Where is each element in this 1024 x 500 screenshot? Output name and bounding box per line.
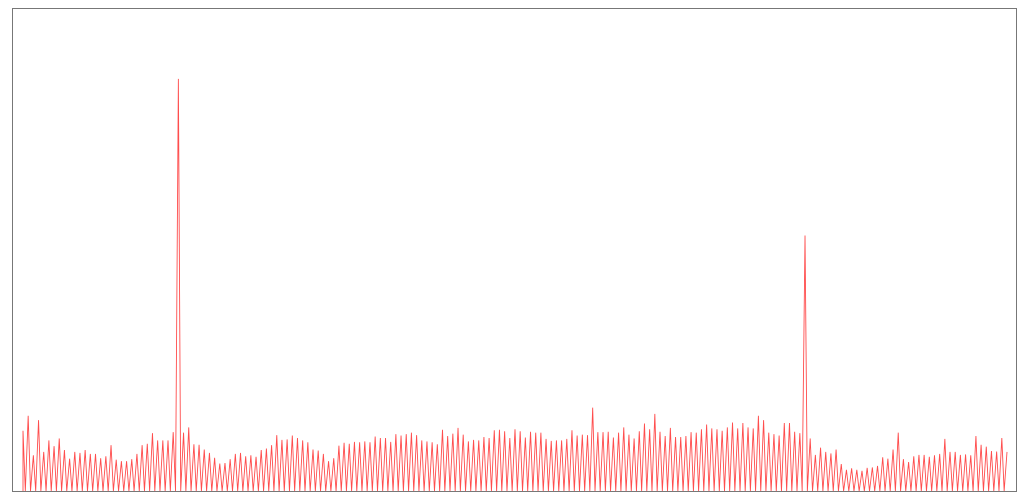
series-line (22, 78, 1008, 492)
series-layer (22, 78, 1008, 492)
plot-frame (12, 8, 1017, 492)
